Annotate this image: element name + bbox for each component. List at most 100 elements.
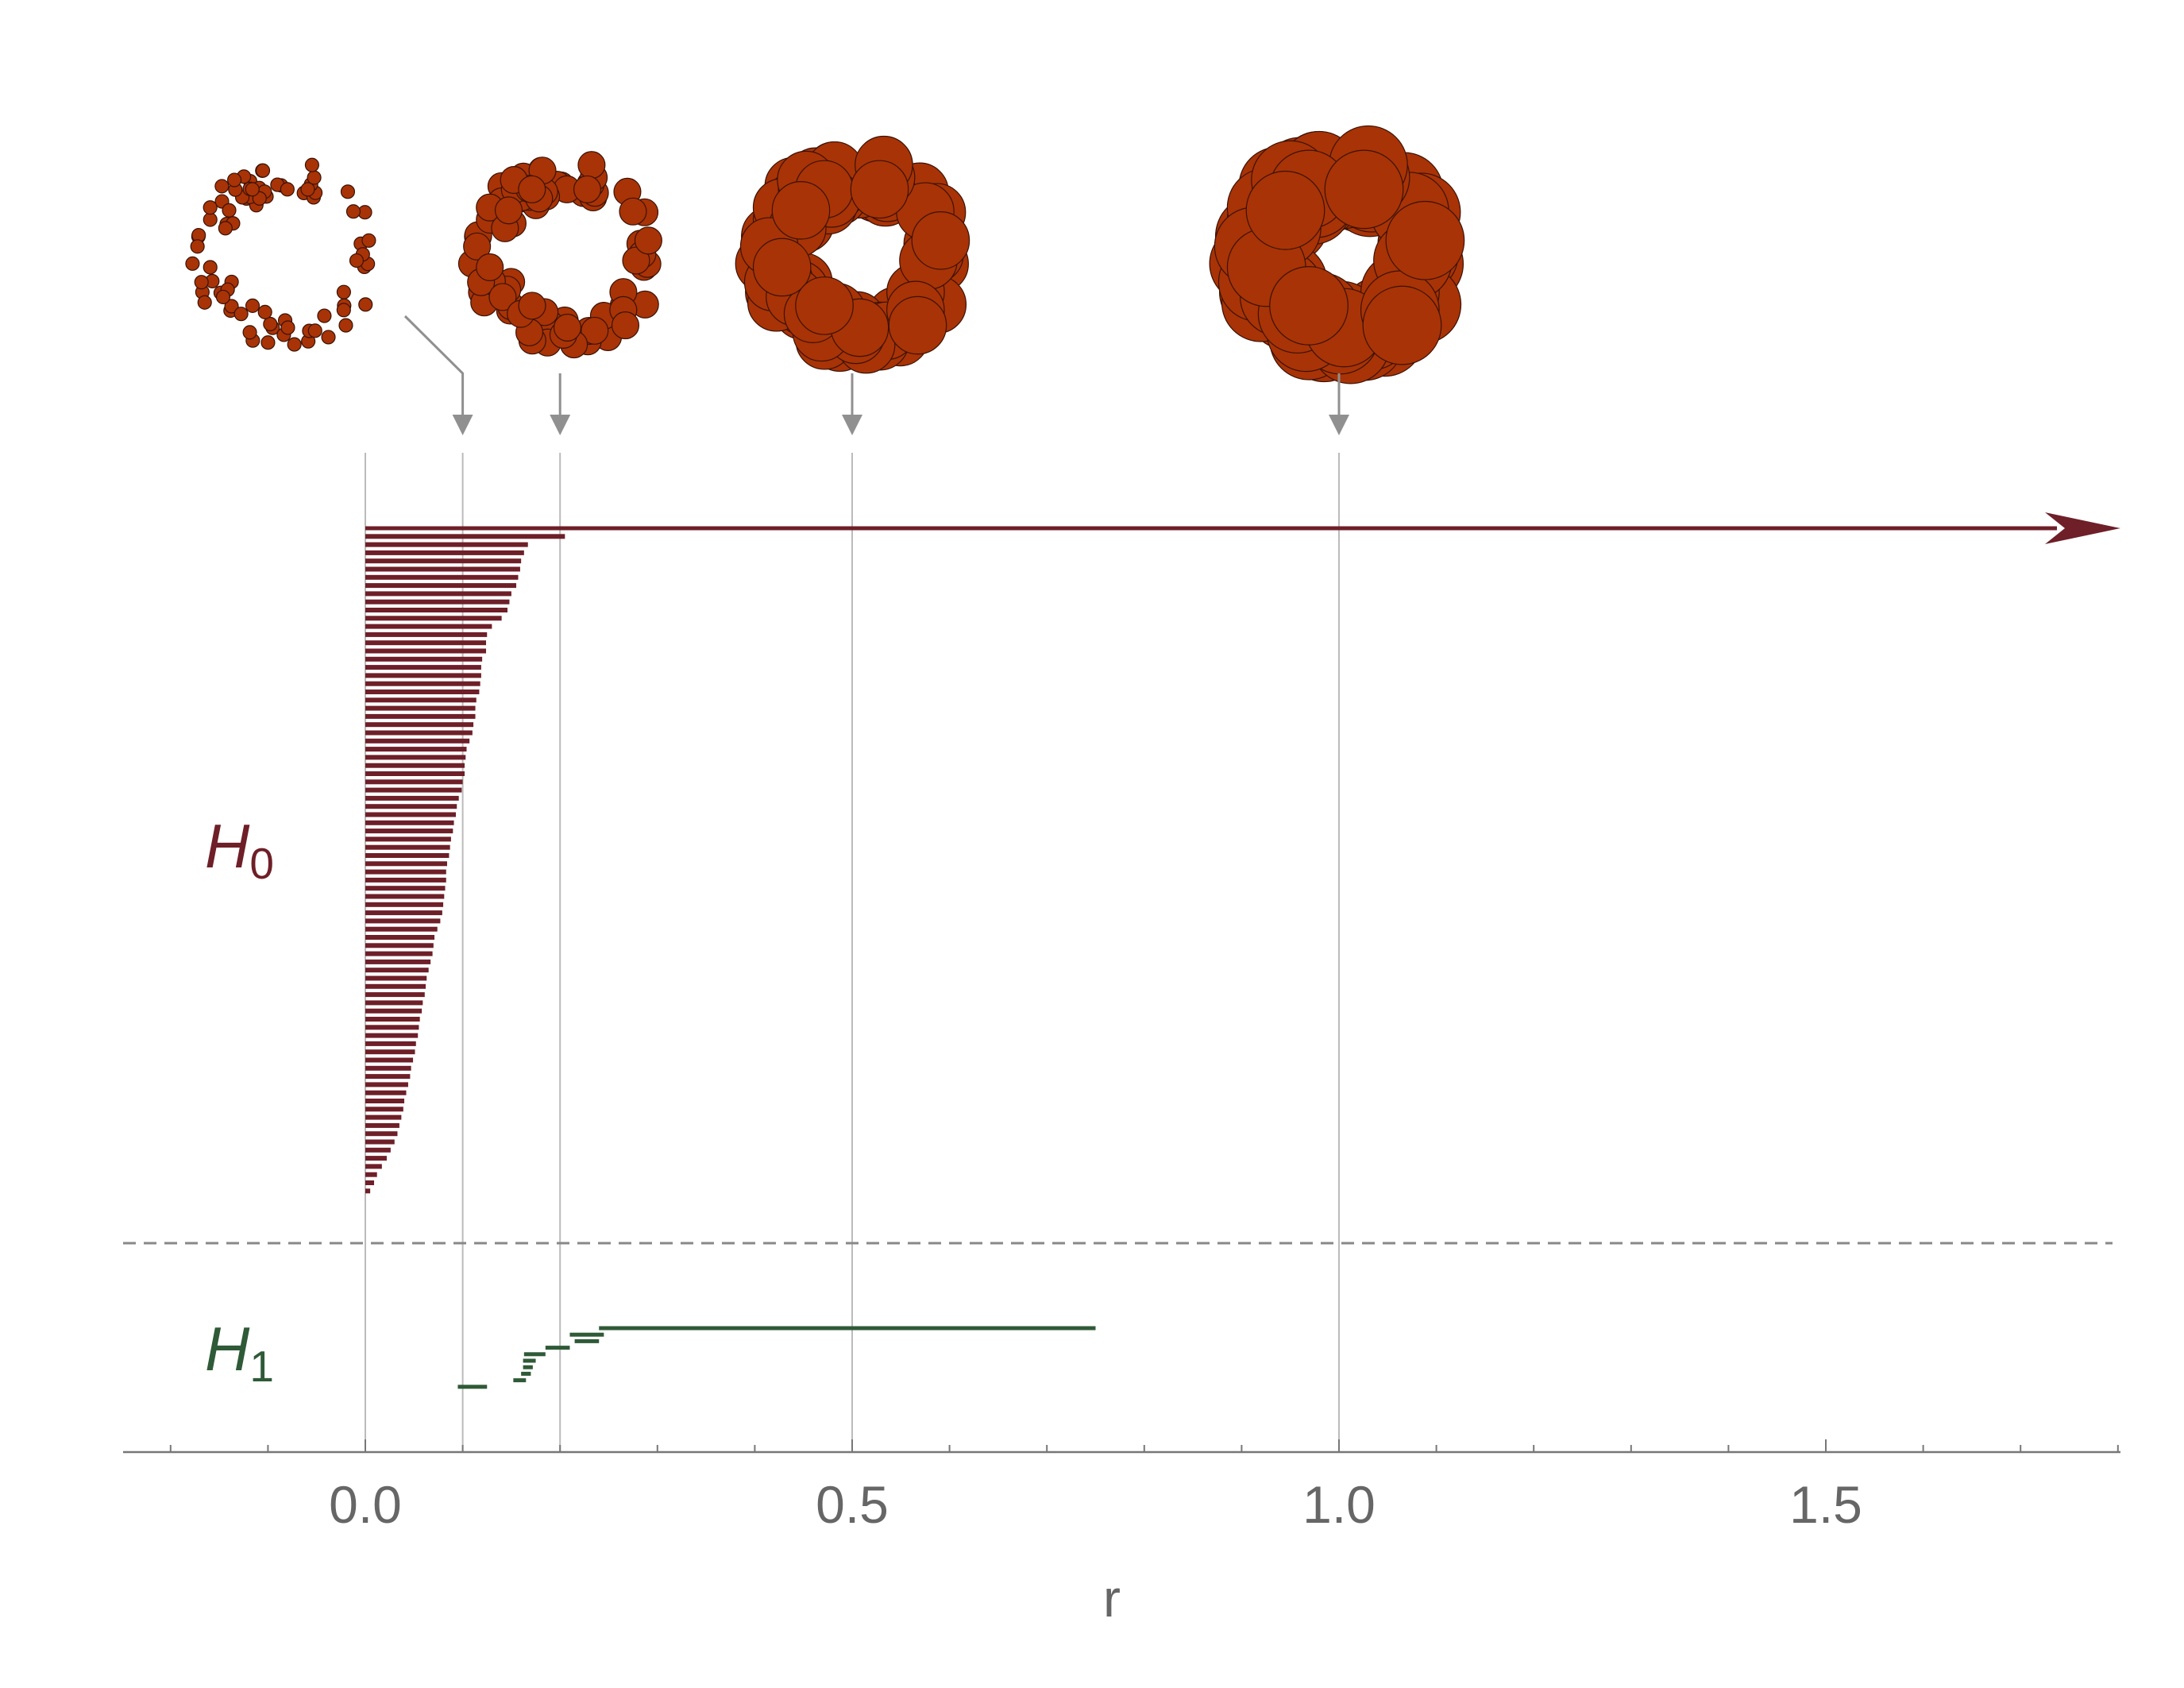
h0-bar xyxy=(365,902,444,907)
h0-bar xyxy=(365,722,474,728)
h0-bar xyxy=(365,935,435,940)
h0-bar xyxy=(365,1025,419,1030)
x-tick-label: 1.0 xyxy=(1302,1475,1376,1534)
snapshot-arrow xyxy=(550,373,571,435)
h0-bar xyxy=(365,992,425,998)
h1-bar xyxy=(521,1371,531,1376)
ball xyxy=(224,299,239,314)
ball xyxy=(233,307,249,322)
snapshot-arrow xyxy=(842,373,862,435)
h0-bar xyxy=(365,926,438,932)
h0-bar xyxy=(365,886,446,891)
ball xyxy=(634,226,662,255)
h1-bar xyxy=(523,1365,533,1369)
x-tick-label: 0.0 xyxy=(329,1475,402,1534)
ball xyxy=(1362,285,1442,365)
ball xyxy=(488,283,517,311)
h0-bar xyxy=(365,910,442,916)
h0-bar xyxy=(365,1057,414,1063)
snapshot-ball-union xyxy=(457,151,662,359)
h0-bar xyxy=(365,771,465,776)
h1-bar xyxy=(599,1326,1096,1331)
h0-bar xyxy=(365,787,462,793)
h1-bar xyxy=(545,1346,570,1350)
snapshot-ball-union xyxy=(1209,125,1465,384)
ball xyxy=(185,256,200,271)
ball xyxy=(494,196,523,225)
h0-bar xyxy=(365,1172,377,1177)
h0-bar xyxy=(365,1139,395,1145)
h0-bar xyxy=(365,820,454,825)
h0-bar xyxy=(365,1049,415,1055)
ball xyxy=(255,163,271,178)
h0-bar xyxy=(365,1041,416,1046)
h0-bar xyxy=(365,779,463,785)
h1-bar xyxy=(513,1378,527,1383)
ball xyxy=(203,212,218,227)
h0-bar xyxy=(365,640,487,646)
h0-bar xyxy=(365,869,446,875)
h0-bar xyxy=(365,983,426,989)
h0-bar xyxy=(365,1099,405,1103)
h0-bar xyxy=(365,624,492,629)
ball xyxy=(771,181,831,240)
ball xyxy=(361,233,376,248)
h0-bar xyxy=(365,1065,411,1071)
ball xyxy=(1245,170,1325,250)
h0-bars xyxy=(365,512,2120,1194)
h0-bar xyxy=(365,665,481,670)
ball xyxy=(911,211,970,270)
ball xyxy=(222,203,237,218)
ball xyxy=(349,253,365,268)
filtration-snapshots xyxy=(185,125,1465,435)
h0-bar xyxy=(365,1008,423,1014)
h0-bar xyxy=(365,608,507,612)
ball xyxy=(752,238,812,297)
h0-bar xyxy=(365,550,524,555)
h1-bar xyxy=(457,1385,488,1389)
snapshot-arrow xyxy=(1329,373,1349,435)
h0-bar xyxy=(365,599,510,605)
h0-bar xyxy=(365,812,457,817)
ball xyxy=(850,160,909,219)
ball xyxy=(194,275,209,290)
snapshot-arrow xyxy=(403,315,473,435)
h0-bar xyxy=(365,681,480,686)
h0-bar xyxy=(365,656,483,662)
h0-bar xyxy=(365,738,470,744)
ball xyxy=(257,304,272,319)
ball xyxy=(518,175,546,203)
ball xyxy=(304,157,319,172)
ball xyxy=(619,197,647,226)
h0-bar xyxy=(365,975,427,981)
ball xyxy=(215,289,231,304)
ball xyxy=(338,318,353,333)
x-axis: 0.0 0.5 1.0 1.5 xyxy=(123,1439,2120,1534)
ball xyxy=(317,308,332,323)
snapshot-ball-union xyxy=(185,157,376,352)
ball xyxy=(190,239,205,254)
h1-bar xyxy=(523,1352,546,1357)
ball xyxy=(242,325,257,340)
ball xyxy=(260,335,276,350)
h0-bar xyxy=(365,747,467,752)
ball xyxy=(611,311,640,340)
ball xyxy=(218,221,233,236)
ball xyxy=(358,297,373,312)
h0-bar xyxy=(365,877,446,883)
h0-label: H0 xyxy=(205,811,274,888)
ball xyxy=(463,232,492,261)
h0-bar xyxy=(365,534,565,539)
infinite-arrowhead xyxy=(2045,512,2120,544)
ball xyxy=(280,182,295,197)
ball xyxy=(280,320,295,335)
ball xyxy=(573,175,602,203)
h0-bar xyxy=(365,697,477,703)
h0-bar xyxy=(365,1156,387,1161)
h1-bar xyxy=(569,1332,604,1337)
ball xyxy=(476,253,504,281)
ball xyxy=(888,295,947,355)
h1-bar xyxy=(574,1338,600,1343)
h0-bar xyxy=(365,616,502,621)
ball xyxy=(307,170,322,185)
